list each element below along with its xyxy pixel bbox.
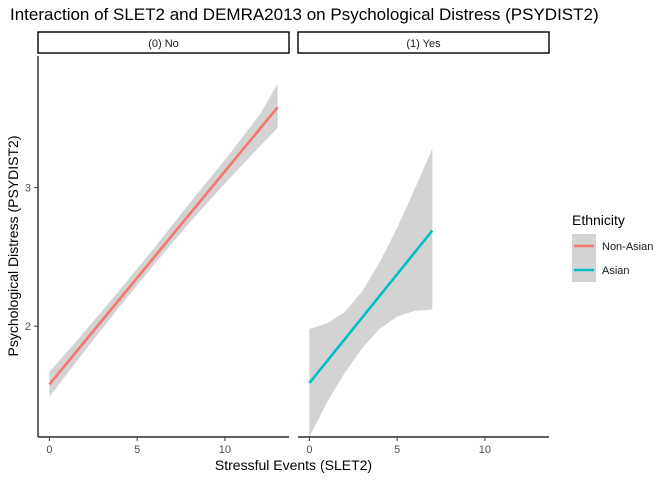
series-line-0-0 — [48, 106, 279, 386]
strip-no — [37, 31, 290, 54]
strip-label-no: (0) No — [148, 38, 179, 50]
panel-yes: (1) Yes 0 5 10 — [297, 31, 550, 456]
legend-label: Non-Asian — [602, 241, 653, 253]
legend: Ethnicity Non-Asian Asian — [572, 212, 653, 282]
series-line-1-0 — [308, 229, 434, 384]
x-tick-label: 10 — [479, 444, 491, 456]
y-tick-label: 3 — [25, 183, 31, 195]
panel-no: (0) No 0 5 10 23 — [25, 31, 290, 456]
x-tick-label: 5 — [394, 444, 400, 456]
panel-yes-marks — [308, 148, 434, 438]
legend-keys: Non-Asian Asian — [572, 234, 653, 282]
confidence-band-0-0 — [49, 83, 278, 397]
confidence-band-1-0 — [309, 148, 433, 438]
panel-no-marks — [48, 83, 279, 397]
panel-no-y-ticks: 23 — [25, 183, 38, 333]
x-tick-label: 0 — [46, 444, 52, 456]
strip-label-yes: (1) Yes — [406, 38, 441, 50]
panel-no-x-ticks: 0 5 10 — [46, 437, 231, 456]
legend-label: Asian — [602, 265, 630, 277]
x-tick-label: 0 — [306, 444, 312, 456]
y-axis-label: Psychological Distress (PSYDIST2) — [5, 136, 21, 357]
x-tick-label: 5 — [134, 444, 140, 456]
x-tick-label: 10 — [219, 444, 231, 456]
strip-yes — [297, 31, 550, 54]
panel-yes-x-ticks: 0 5 10 — [306, 437, 491, 456]
x-axis-label: Stressful Events (SLET2) — [215, 457, 372, 473]
chart-title: Interaction of SLET2 and DEMRA2013 on Ps… — [10, 5, 599, 24]
y-tick-label: 2 — [25, 321, 31, 333]
legend-title: Ethnicity — [572, 212, 625, 228]
